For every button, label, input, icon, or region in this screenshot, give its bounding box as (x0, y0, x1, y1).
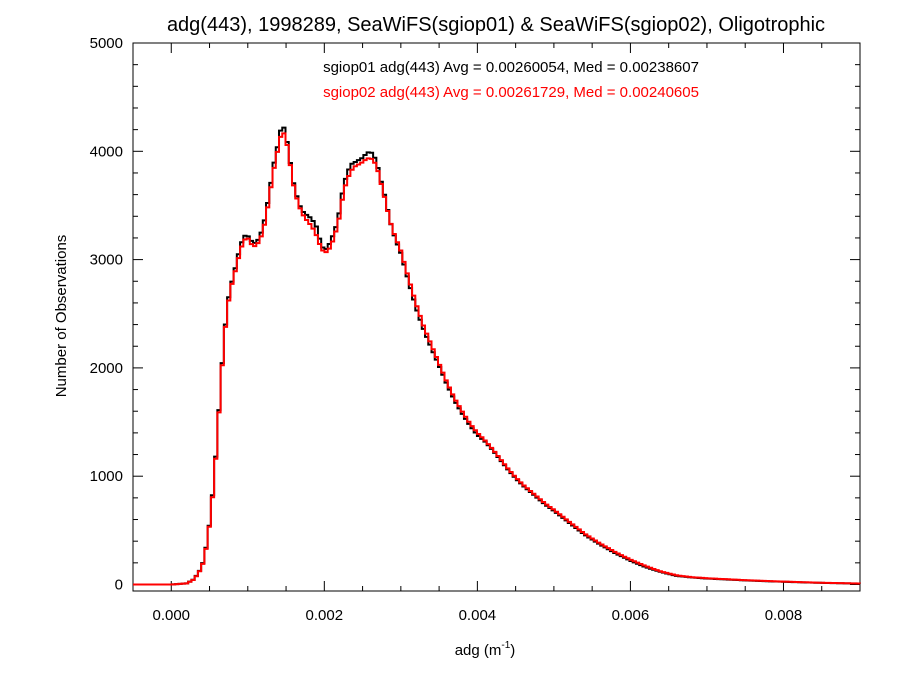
y-tick-label: 5000 (90, 35, 123, 52)
legend-entry-sgiop02: sgiop02 adg(443) Avg = 0.00261729, Med =… (323, 84, 699, 101)
y-axis-label: Number of Observations (53, 235, 70, 398)
x-tick-label: 0.000 (152, 607, 190, 624)
x-axis-label-close: ) (510, 642, 515, 659)
y-axis: 0 1000 2000 3000 4000 5000 (90, 35, 860, 594)
x-axis-label-superscript: -1 (501, 640, 510, 651)
plot-frame (132, 42, 861, 592)
x-axis-label-main: adg (m (455, 642, 502, 659)
y-tick-label: 2000 (90, 360, 123, 377)
y-tick-label: 3000 (90, 252, 123, 269)
series-sgiop02-line (133, 132, 861, 586)
y-tick-label: 1000 (90, 468, 123, 485)
series-layer (133, 126, 861, 586)
chart-title: adg(443), 1998289, SeaWiFS(sgiop01) & Se… (167, 14, 825, 36)
chart-legend: sgiop01 adg(443) Avg = 0.00260054, Med =… (323, 59, 699, 101)
y-tick-label: 4000 (90, 143, 123, 160)
x-axis-label: adg (m-1) (455, 640, 516, 659)
y-tick-label: 0 (115, 577, 123, 594)
x-tick-label: 0.002 (306, 607, 344, 624)
x-tick-label: 0.004 (459, 607, 497, 624)
legend-entry-sgiop01: sgiop01 adg(443) Avg = 0.00260054, Med =… (323, 59, 699, 76)
x-tick-label: 0.008 (765, 607, 803, 624)
plot-border (132, 42, 861, 592)
x-axis: 0.000 0.002 0.004 0.006 0.008 (132, 43, 861, 624)
x-tick-label: 0.006 (612, 607, 650, 624)
